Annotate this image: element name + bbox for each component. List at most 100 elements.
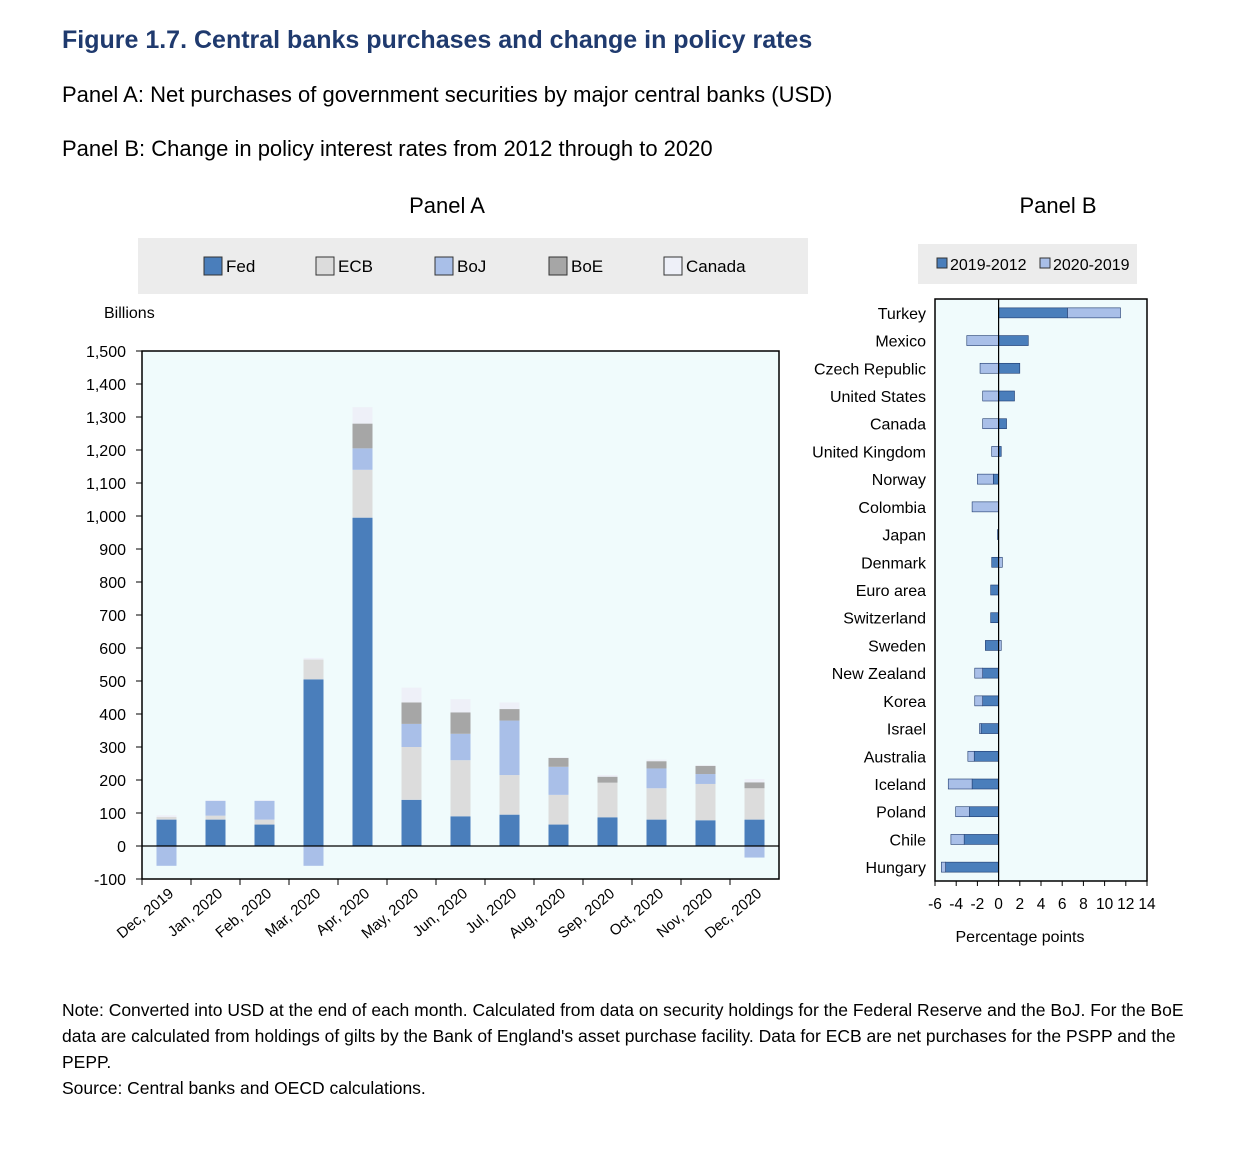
bar-ecb-jan-2020	[205, 815, 226, 820]
y-tick-label: 500	[99, 674, 126, 691]
y-tick-label: 0	[117, 839, 126, 856]
bar-2019-2012-norway	[992, 473, 999, 485]
y-tick-label: 800	[99, 575, 126, 592]
note-text: Note: Converted into USD at the end of e…	[62, 1000, 1184, 1072]
y-category-label: Canada	[870, 417, 926, 434]
bar-2019-2012-korea	[982, 695, 999, 707]
panel-a-title: Panel A	[409, 193, 485, 218]
bar-2020-2019-norway	[977, 473, 994, 485]
panel-a-y-axis-label: Billions	[104, 305, 155, 322]
bar-fed-jun-2020	[450, 816, 471, 846]
panel-b-plot-area	[935, 299, 1147, 881]
x-tick-label: Jun, 2020	[410, 885, 471, 940]
y-category-label: Korea	[883, 694, 926, 711]
x-tick-label: -6	[928, 896, 942, 913]
y-tick-label: 1,300	[86, 410, 126, 427]
bar-2019-2012-australia	[973, 750, 999, 762]
bar-2020-2019-chile	[950, 834, 965, 845]
legend-label-2019-2012: 2019-2012	[950, 257, 1027, 274]
bar-canada-dec-2020	[744, 779, 765, 783]
figure-title: Figure 1.7. Central banks purchases and …	[62, 26, 813, 54]
bar-2020-2019-hungary	[941, 861, 946, 873]
bar-2019-2012-czech-republic	[998, 362, 1021, 374]
bar-ecb-dec-2019	[156, 816, 177, 820]
y-tick-label: 1,400	[86, 377, 126, 394]
bar-boe-oct-2020	[646, 761, 667, 769]
y-category-label: Hungary	[866, 860, 926, 877]
x-tick-label: 8	[1079, 896, 1088, 913]
panel-b-frame	[934, 298, 1148, 882]
y-category-label: Japan	[882, 528, 926, 545]
bar-2020-2019-israel	[979, 723, 982, 734]
bar-boe-aug-2020	[548, 757, 569, 767]
bar-2020-2019-korea	[974, 695, 983, 707]
bar-2019-2012-new-zealand	[982, 667, 999, 679]
y-tick-label: 1,000	[86, 509, 126, 526]
bar-canada-mar-2020	[303, 657, 324, 660]
bar-fed-nov-2020	[695, 820, 716, 846]
bar-2020-2019-turkey	[1067, 307, 1121, 319]
bar-2019-2012-canada	[998, 418, 1007, 430]
x-tick-label: 14	[1138, 896, 1156, 913]
y-tick-label: 300	[99, 740, 126, 757]
source-text: Source: Central banks and OECD calculati…	[62, 1078, 426, 1098]
legend-label-boe: BoE	[571, 257, 603, 276]
bar-2020-2019-australia	[967, 750, 975, 762]
y-category-label: Poland	[876, 805, 926, 822]
x-tick-label: 2	[1015, 896, 1024, 913]
bar-2019-2012-chile	[963, 834, 999, 845]
y-category-label: Denmark	[861, 555, 927, 572]
y-category-label: Israel	[887, 722, 926, 739]
bar-ecb-mar-2020	[303, 659, 324, 680]
y-category-label: United States	[830, 389, 926, 406]
bar-canada-jul-2020	[499, 702, 520, 710]
panel-b-legend-box	[918, 244, 1137, 284]
bar-ecb-sep-2020	[597, 782, 618, 818]
bar-2020-2019-czech-republic	[979, 362, 999, 374]
panel-b-subtitle: Panel B: Change in policy interest rates…	[62, 136, 713, 161]
bar-2020-2019-mexico	[966, 335, 999, 346]
bar-ecb-may-2020	[401, 747, 422, 800]
bar-2020-2019-iceland	[947, 778, 973, 790]
bar-boe-may-2020	[401, 702, 422, 724]
legend-swatch-fed	[203, 256, 223, 276]
bar-canada-jan-2020	[205, 800, 226, 801]
x-tick-label: 0	[994, 896, 1003, 913]
legend-swatch-2020-2019	[1039, 257, 1051, 269]
bar-2019-2012-poland	[969, 806, 999, 818]
bar-fed-sep-2020	[597, 817, 618, 846]
bar-fed-apr-2020	[352, 517, 373, 846]
y-tick-label: 100	[99, 806, 126, 823]
bar-2020-2019-united-states	[982, 390, 999, 402]
bar-boj-nov-2020	[695, 774, 716, 784]
bar-2020-2019-canada	[982, 418, 999, 430]
bar-2019-2012-euro-area	[990, 584, 999, 596]
bar-canada-dec-2019	[156, 815, 177, 817]
bar-fed-oct-2020	[646, 819, 667, 846]
y-tick-label: 400	[99, 707, 126, 724]
bar-2019-2012-hungary	[945, 861, 999, 873]
bar-2019-2012-israel	[980, 723, 999, 734]
bar-boe-jun-2020	[450, 712, 471, 734]
legend-label-fed: Fed	[226, 257, 255, 276]
bar-boj-apr-2020	[352, 448, 373, 470]
bar-canada-feb-2020	[254, 800, 275, 801]
bar-boj-feb-2020	[254, 800, 275, 820]
bar-2019-2012-mexico	[998, 335, 1029, 346]
bar-2020-2019-united-kingdom	[991, 446, 999, 457]
legend-label-canada: Canada	[686, 257, 746, 276]
bar-canada-jun-2020	[450, 699, 471, 713]
bar-ecb-jul-2020	[499, 775, 520, 815]
bar-2020-2019-poland	[955, 806, 970, 818]
bar-fed-dec-2020	[744, 819, 765, 846]
bar-ecb-oct-2020	[646, 788, 667, 820]
bar-boj-dec-2019	[156, 846, 177, 866]
bar-canada-may-2020	[401, 687, 422, 703]
bar-ecb-aug-2020	[548, 794, 569, 825]
panel-a-subtitle: Panel A: Net purchases of government sec…	[62, 82, 833, 107]
y-category-label: Switzerland	[843, 611, 926, 628]
bar-boe-dec-2020	[744, 782, 765, 789]
bar-boe-jul-2020	[499, 709, 520, 721]
bar-fed-jan-2020	[205, 819, 226, 846]
legend-swatch-ecb	[315, 256, 335, 276]
